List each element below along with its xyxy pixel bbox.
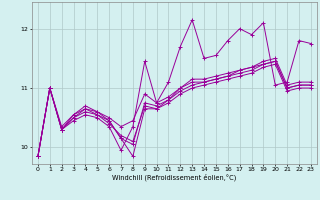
X-axis label: Windchill (Refroidissement éolien,°C): Windchill (Refroidissement éolien,°C) (112, 174, 236, 181)
